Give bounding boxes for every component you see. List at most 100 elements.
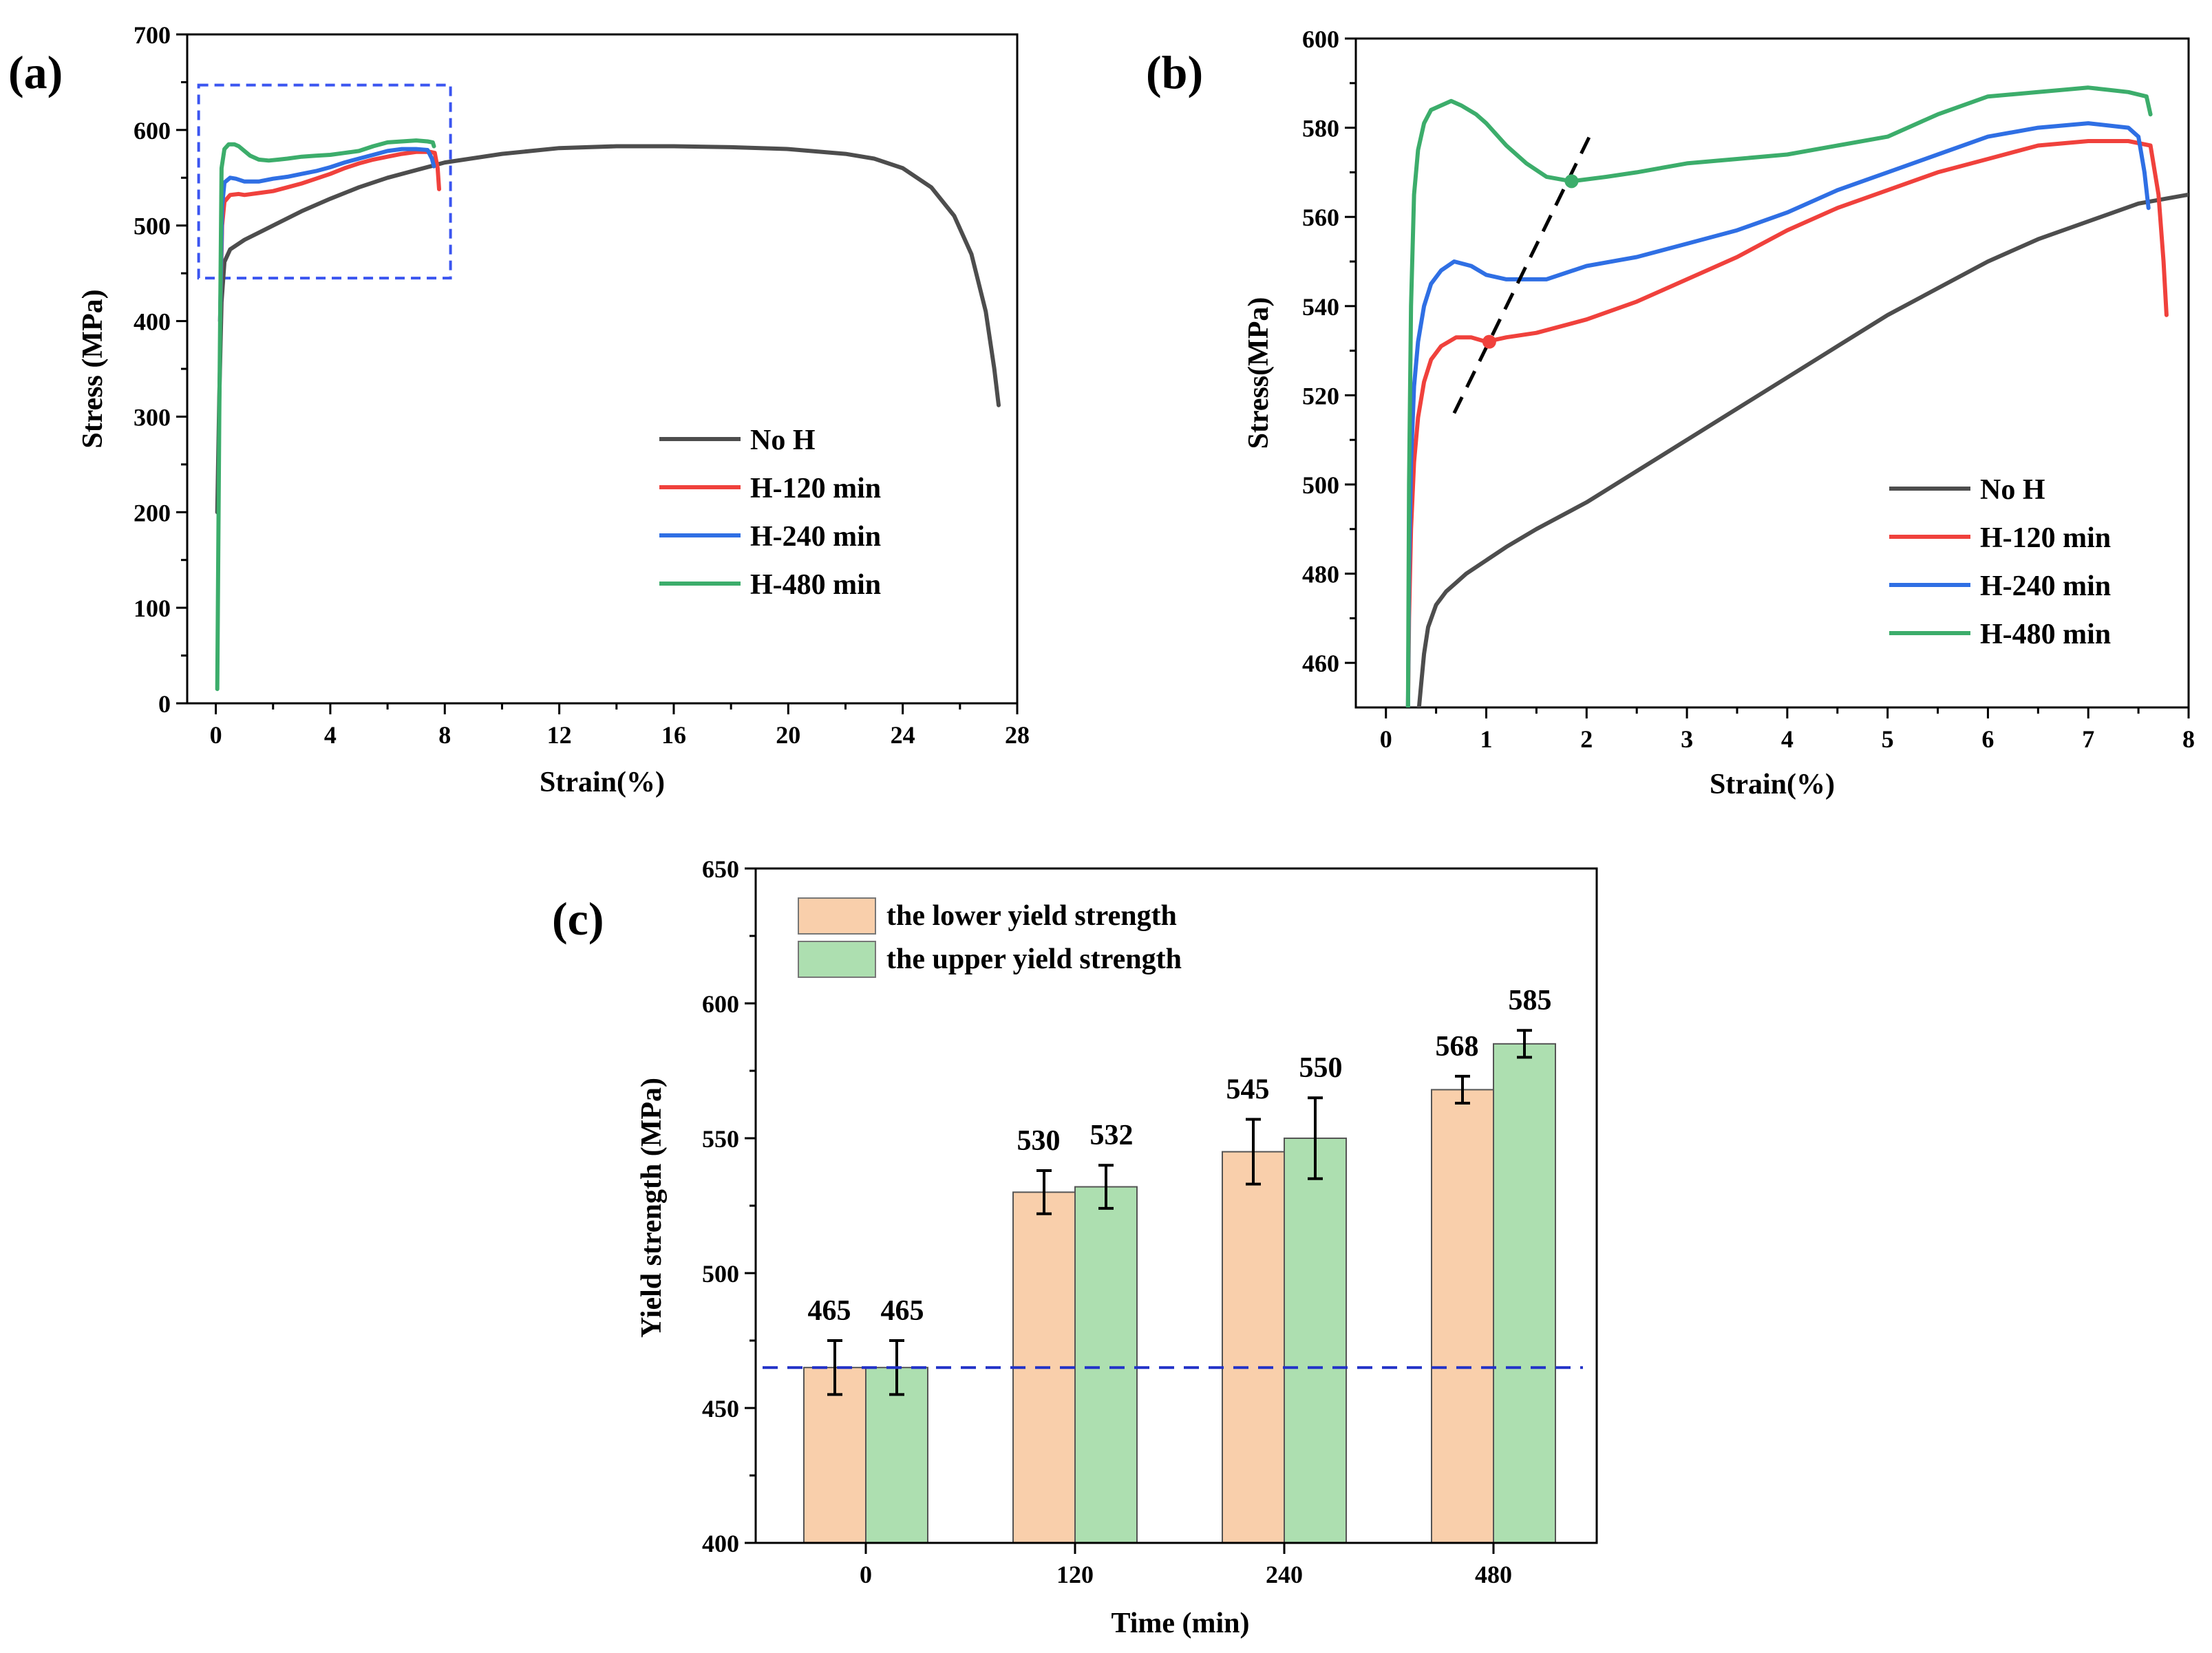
panel-a-plot-frame (186, 33, 1019, 705)
legend-label: No H (1980, 474, 2045, 506)
series-line-h-240-min (217, 147, 436, 323)
x-tick-label: 0 (1380, 725, 1392, 753)
y-tick-label: 200 (134, 499, 171, 526)
bar-value-label: 585 (1509, 985, 1552, 1016)
legend-label: H-480 min (750, 569, 881, 601)
x-tick-label: 24 (891, 721, 915, 749)
x-tick-label: 4 (324, 721, 337, 749)
bar-value-label: 550 (1299, 1052, 1343, 1084)
series-line-no-h (1416, 192, 2189, 707)
x-tick-label: 16 (661, 721, 686, 749)
yield-point-marker (1482, 334, 1496, 349)
x-tick-label: 5 (1882, 725, 1894, 753)
legend-label: the upper yield strength (886, 943, 1182, 975)
y-tick-label: 600 (134, 117, 171, 145)
x-tick-label: 8 (438, 721, 451, 749)
x-tick-label: 240 (1266, 1561, 1303, 1588)
panel-a-label: (a) (8, 46, 63, 98)
panel-c-value-labels: 465 530 545 568 465 532 550 585 (808, 985, 1552, 1327)
panel-c-legend: the lower yield strength the upper yield … (798, 897, 1182, 978)
bar-lower-240 (1222, 1151, 1285, 1544)
panel-a-legend: No H H-120 min H-240 min H-480 min (659, 425, 881, 601)
series-line-h-480-min (1405, 85, 2153, 707)
panel-a-series (215, 138, 1001, 692)
inset-zoom-box (197, 83, 452, 280)
legend-label: H-240 min (750, 521, 881, 553)
y-tick-label: 480 (1302, 561, 1339, 588)
panel-b-y-axis-label: Stress(MPa) (1243, 297, 1275, 449)
bar-value-label: 568 (1436, 1031, 1479, 1063)
legend-swatch (798, 897, 876, 935)
bar-value-label: 532 (1090, 1120, 1134, 1151)
panel-a: (a) 0 4 8 12 16 20 24 280100200300400500600700 … (8, 21, 1030, 798)
y-tick-label: 460 (1302, 650, 1339, 677)
panel-a-ticks: 0 4 8 12 16 20 24 28 0 100 200 300 400 500 600 700 (134, 21, 1030, 749)
y-tick-label: 600 (702, 990, 739, 1018)
bar-upper-480 (1493, 1043, 1556, 1544)
y-tick-label: 400 (134, 308, 171, 336)
legend-label: the lower yield strength (886, 900, 1177, 932)
y-tick-label: 400 (702, 1530, 739, 1557)
panel-b: (b) 0 1 2 3 4 5 6 7 8 460 480 500 520 540 560 580 600 St… (1146, 25, 2195, 800)
y-tick-label: 500 (702, 1260, 739, 1288)
x-tick-label: 7 (2082, 725, 2094, 753)
x-tick-label: 12 (547, 721, 572, 749)
panel-c-bars (803, 1029, 1556, 1544)
yield-point-marker (1564, 174, 1579, 189)
series-line-h-480-min (215, 138, 436, 692)
panel-c-x-axis-label: Time (min) (1111, 1608, 1249, 1639)
panel-a-x-axis-label: Strain(%) (540, 767, 665, 798)
legend-label: No H (750, 425, 816, 456)
series-line-h-120-min (217, 149, 441, 323)
x-tick-label: 0 (210, 721, 222, 749)
panel-b-annotations (1452, 131, 1593, 414)
panel-b-x-axis-label: Strain(%) (1710, 769, 1835, 800)
panel-b-legend: No H H-120 min H-240 min H-480 min (1889, 474, 2111, 650)
y-tick-label: 600 (1302, 25, 1339, 53)
y-tick-label: 700 (134, 21, 171, 49)
y-tick-label: 520 (1302, 382, 1339, 409)
bar-lower-480 (1431, 1089, 1494, 1544)
y-tick-label: 0 (158, 690, 171, 718)
panel-b-series (1405, 85, 2189, 707)
bar-lower-0 (803, 1367, 866, 1544)
bar-value-label: 545 (1226, 1074, 1270, 1106)
x-tick-label: 8 (2182, 725, 2195, 753)
x-tick-label: 2 (1580, 725, 1593, 753)
x-tick-label: 480 (1475, 1561, 1512, 1588)
panel-b-ticks: 0 1 2 3 4 5 6 7 8 460 480 500 520 540 560 580 600 (1302, 25, 2195, 753)
panel-a-inset-box (197, 83, 452, 280)
y-tick-label: 550 (702, 1125, 739, 1153)
panel-c-label: (c) (552, 893, 604, 945)
y-tick-label: 650 (702, 855, 739, 883)
legend-label: H-120 min (750, 473, 881, 504)
bar-value-label: 530 (1017, 1125, 1061, 1157)
y-tick-label: 540 (1302, 293, 1339, 321)
y-tick-label: 100 (134, 595, 171, 622)
y-tick-label: 580 (1302, 115, 1339, 142)
series-line-h-240-min (1405, 121, 2151, 707)
x-tick-label: 120 (1056, 1561, 1094, 1588)
y-tick-label: 450 (702, 1395, 739, 1422)
y-tick-label: 500 (134, 213, 171, 240)
panel-b-label: (b) (1146, 46, 1203, 98)
bar-value-label: 465 (808, 1295, 851, 1327)
x-tick-label: 1 (1480, 725, 1493, 753)
legend-label: H-120 min (1980, 522, 2111, 554)
panel-c: (c) 400 450 500 550 600 650 0 120 240 480 465 530 5… (552, 855, 1598, 1639)
panel-c-ticks: 400 450 500 550 600 650 0 120 240 480 (702, 855, 1512, 1588)
x-tick-label: 28 (1005, 721, 1030, 749)
y-tick-label: 500 (1302, 471, 1339, 499)
legend-label: H-240 min (1980, 570, 2111, 602)
x-tick-label: 6 (1981, 725, 1994, 753)
x-tick-label: 3 (1681, 725, 1693, 753)
series-line-no-h (215, 144, 1001, 515)
bar-upper-240 (1284, 1138, 1347, 1544)
legend-label: H-480 min (1980, 619, 2111, 650)
y-tick-label: 300 (134, 403, 171, 431)
legend-swatch (798, 941, 876, 978)
panel-b-plot-frame (1354, 37, 2190, 709)
x-tick-label: 4 (1781, 725, 1794, 753)
panel-c-y-axis-label: Yield strength (MPa) (636, 1078, 668, 1338)
